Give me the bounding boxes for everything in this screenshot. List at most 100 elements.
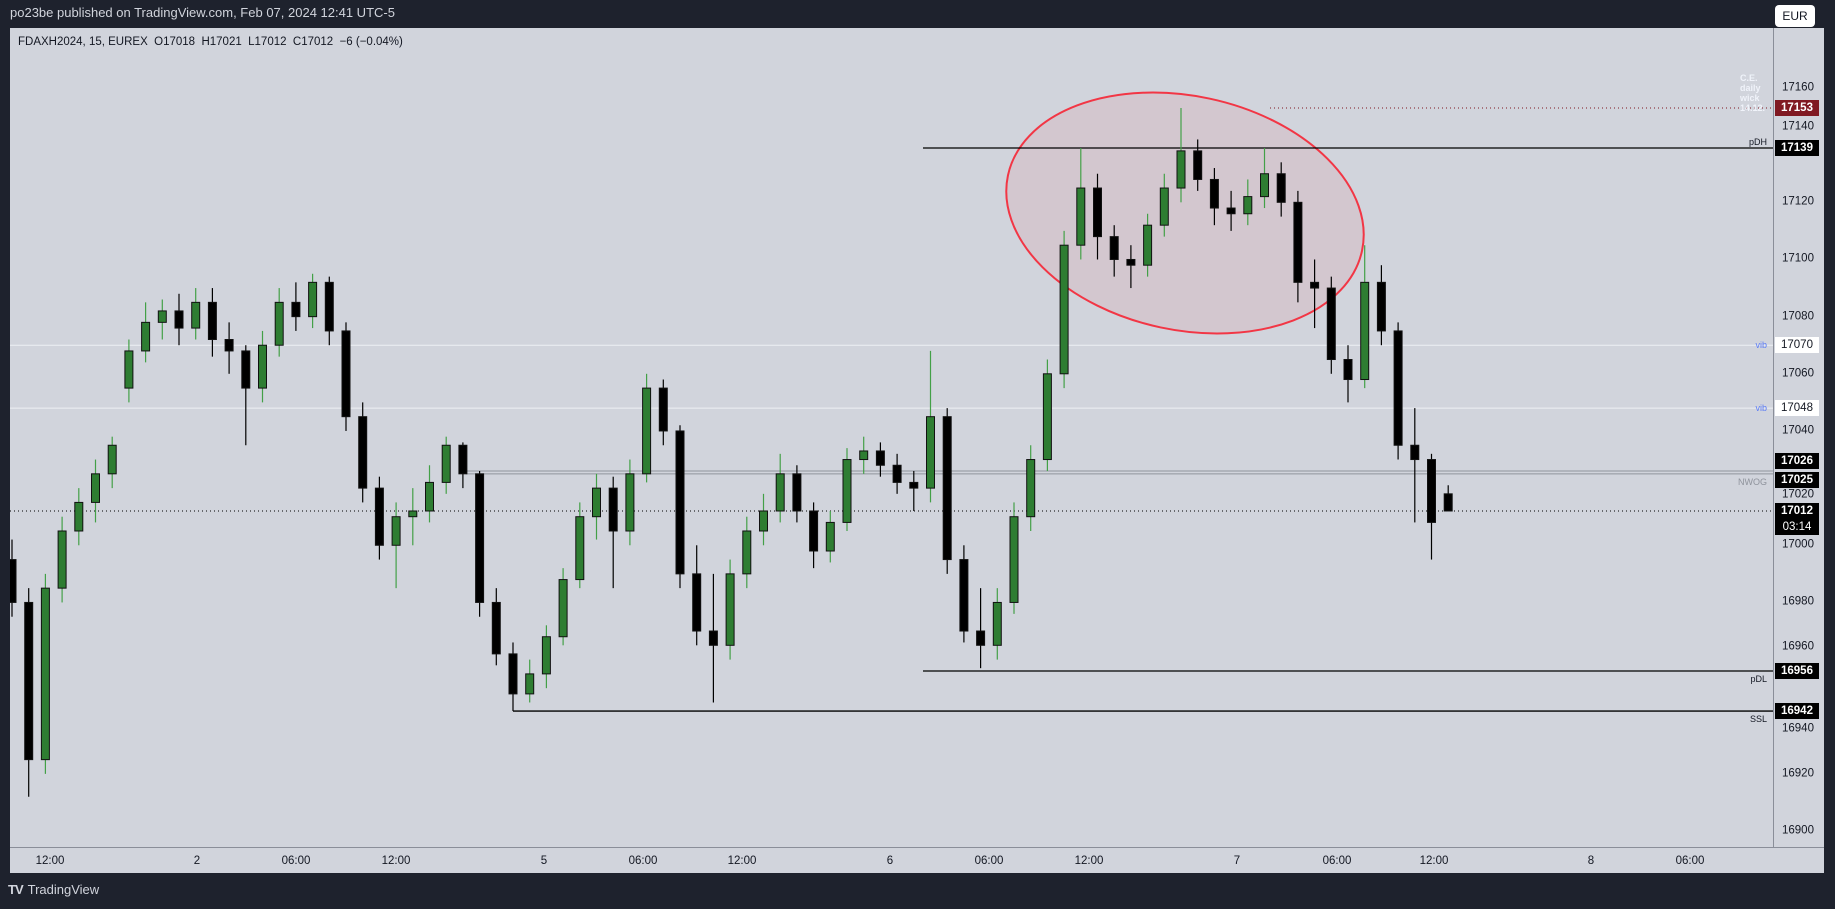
badge-price: 17048	[1781, 402, 1813, 415]
candle-body-up	[1143, 224, 1153, 266]
candle-body-up	[725, 573, 735, 646]
candle-body-down	[207, 301, 217, 341]
candle-body-down	[508, 653, 518, 695]
candle-body-down	[1310, 281, 1320, 289]
candle-body-down	[241, 350, 251, 389]
candle-body-up	[191, 301, 201, 329]
candle-body-up	[825, 521, 835, 552]
price-tick-label: 16900	[1782, 824, 1814, 837]
badge-price: 17139	[1781, 142, 1813, 155]
candle-body-down	[875, 450, 885, 466]
price-tick-label: 16940	[1782, 722, 1814, 735]
candle-body-up	[1076, 187, 1086, 246]
candle-body-up	[1243, 196, 1253, 215]
footer-brand[interactable]: TradingView	[27, 882, 100, 897]
level-label-vib2: vib	[1755, 403, 1767, 414]
price-badge-vib1: 17070	[1775, 337, 1819, 354]
plot-area[interactable]: C.E. daily wick 14.12. pDH vib vib NWOG pDL SS…	[10, 28, 1773, 847]
candle-body-up	[575, 516, 585, 581]
price-tick-label: 17160	[1782, 81, 1814, 94]
price-tick-label: 17140	[1782, 120, 1814, 133]
candle-body-down	[1209, 178, 1219, 209]
time-tick-label: 06:00	[1322, 855, 1352, 867]
candle-body-down	[324, 281, 334, 332]
candle-body-down	[1276, 173, 1286, 203]
candle-body-down	[1293, 201, 1303, 283]
candle-body-down	[1393, 330, 1403, 446]
time-tick-label: 12:00	[35, 855, 65, 867]
candle-body-down	[358, 416, 368, 489]
time-tick-label: 06:00	[1675, 855, 1705, 867]
candle-body-up	[74, 501, 84, 532]
candle-body-down	[1226, 207, 1236, 215]
candle-body-up	[625, 473, 635, 532]
badge-price: 17153	[1781, 102, 1813, 114]
candle-body-up	[775, 473, 785, 512]
price-badge-ce_wick: 17153	[1775, 100, 1819, 116]
candle-body-down	[792, 473, 802, 512]
candle-body-down	[1326, 287, 1336, 361]
currency-button[interactable]: EUR	[1775, 5, 1815, 27]
candle-body-up	[1260, 173, 1269, 198]
candle-body-up	[1009, 516, 1019, 603]
candle-body-down	[1093, 187, 1102, 238]
level-label-ssl: SSL	[1749, 714, 1767, 725]
time-axis[interactable]: 12:00 2 06:00 12:00 5 06:00 12:00 6 06:00 12:00 7 0…	[10, 847, 1824, 874]
level-label-pdh: pDH	[1748, 137, 1767, 148]
time-tick-label: 12:00	[1074, 855, 1104, 867]
candle-body-up	[525, 673, 535, 695]
candle-body-down	[608, 487, 618, 532]
candle-body-up	[57, 530, 67, 589]
time-tick-label: 12:00	[727, 855, 757, 867]
candle-body-down	[458, 444, 468, 475]
price-tick-label: 17060	[1782, 367, 1814, 380]
price-tick-label: 17120	[1782, 195, 1814, 208]
price-tick-label: 17000	[1782, 538, 1814, 551]
candle-body-down	[1193, 150, 1203, 180]
candle-body-down	[174, 310, 184, 329]
candle-body-up	[541, 636, 551, 675]
level-label-ce_wick: C.E. daily wick 14.12.	[1739, 73, 1765, 113]
candle-body-down	[1410, 444, 1420, 461]
candle-body-up	[1026, 459, 1036, 518]
candle-body-up	[91, 473, 100, 503]
candle-body-up	[859, 450, 869, 461]
candle-body-down	[658, 387, 668, 432]
badge-price: 17025	[1781, 473, 1813, 486]
chart-panel[interactable]: C.E. daily wick 14.12. pDH vib vib NWOG pDL SS…	[10, 28, 1824, 873]
price-tick-label: 17080	[1782, 310, 1814, 323]
candle-body-down	[475, 473, 485, 603]
price-badge-last: 17012 03:14	[1775, 502, 1819, 535]
level-label-nwog_bot: NWOG	[1738, 476, 1767, 487]
price-tick-label: 16980	[1782, 595, 1814, 608]
candle-body-up	[1059, 244, 1069, 375]
candle-body-down	[374, 487, 384, 546]
badge-price: 16942	[1781, 705, 1813, 718]
candle-body-down	[1427, 459, 1436, 523]
candle-body-up	[1176, 150, 1186, 189]
candlestick-chart	[10, 91, 1773, 797]
candle-body-up	[425, 481, 434, 512]
candle-body-down	[708, 630, 718, 646]
candle-body-up	[391, 516, 401, 546]
candle-body-up	[926, 416, 935, 489]
candle-body-up	[157, 310, 167, 323]
level-label-pdl: pDL	[1750, 674, 1767, 685]
candle-body-down	[942, 416, 952, 561]
price-axis[interactable]: 16900 16920 16940 16960 16980 17000 17020 17040…	[1773, 28, 1825, 847]
candle-body-up	[558, 579, 568, 638]
candle-body-down	[1343, 359, 1353, 381]
badge-price: 17026	[1781, 454, 1813, 467]
candle-body-up	[642, 387, 652, 475]
candle-body-up	[992, 601, 1002, 646]
candle-body-down	[675, 430, 685, 575]
price-badge-nwog_top: 17026	[1775, 452, 1819, 469]
badge-price: 17070	[1781, 339, 1813, 352]
candle-body-up	[742, 530, 752, 575]
price-badge-pdh: 17139	[1775, 140, 1819, 157]
publish-info: po23be published on TradingView.com, Feb…	[10, 5, 395, 20]
candle-body-up	[141, 321, 151, 352]
badge-countdown: 03:14	[1782, 520, 1812, 533]
candle-body-up	[1042, 373, 1052, 461]
candle-body-down	[976, 630, 986, 646]
